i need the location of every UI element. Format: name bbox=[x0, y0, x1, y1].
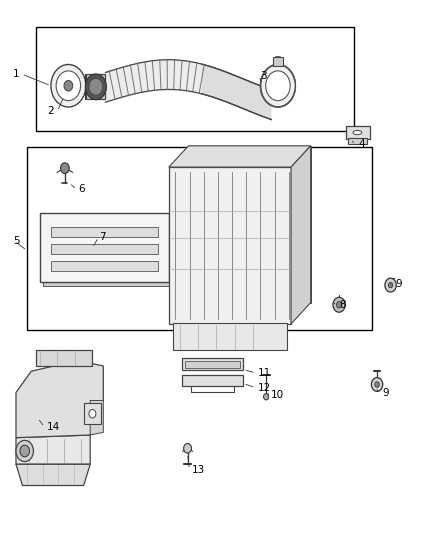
Polygon shape bbox=[16, 435, 90, 464]
Circle shape bbox=[261, 64, 295, 107]
Polygon shape bbox=[16, 361, 103, 438]
Bar bbox=[185, 361, 240, 368]
Bar bbox=[42, 216, 171, 286]
Text: 9: 9 bbox=[383, 388, 389, 398]
Polygon shape bbox=[86, 74, 106, 99]
Polygon shape bbox=[188, 146, 311, 303]
Text: 11: 11 bbox=[258, 368, 272, 378]
Circle shape bbox=[184, 443, 191, 453]
Bar bbox=[346, 126, 370, 139]
Circle shape bbox=[51, 64, 86, 107]
Circle shape bbox=[336, 302, 342, 308]
Bar bbox=[51, 227, 158, 237]
Text: 5: 5 bbox=[13, 236, 20, 246]
Bar bbox=[51, 244, 158, 254]
Bar bbox=[84, 403, 101, 424]
Circle shape bbox=[385, 278, 396, 292]
Circle shape bbox=[64, 80, 73, 91]
Polygon shape bbox=[291, 146, 311, 324]
Text: 14: 14 bbox=[46, 422, 60, 432]
Bar bbox=[348, 138, 367, 144]
Bar bbox=[27, 147, 372, 330]
Bar bbox=[35, 350, 92, 366]
Circle shape bbox=[20, 445, 29, 457]
Circle shape bbox=[85, 74, 106, 100]
Circle shape bbox=[60, 163, 69, 173]
Bar bbox=[273, 57, 283, 66]
Text: 4: 4 bbox=[359, 139, 365, 149]
Text: 2: 2 bbox=[48, 106, 54, 116]
Polygon shape bbox=[169, 167, 291, 324]
Ellipse shape bbox=[353, 131, 362, 135]
Text: 3: 3 bbox=[261, 71, 267, 81]
Circle shape bbox=[375, 382, 379, 387]
Polygon shape bbox=[106, 60, 272, 119]
Bar bbox=[182, 375, 243, 386]
Circle shape bbox=[89, 409, 96, 418]
Circle shape bbox=[89, 78, 103, 95]
Circle shape bbox=[16, 440, 33, 462]
Bar bbox=[35, 27, 354, 131]
Circle shape bbox=[389, 282, 393, 288]
Text: 10: 10 bbox=[271, 390, 284, 400]
Bar bbox=[173, 323, 287, 351]
Text: 13: 13 bbox=[192, 465, 205, 474]
Text: 9: 9 bbox=[396, 279, 403, 288]
Text: 8: 8 bbox=[339, 300, 346, 310]
Bar bbox=[51, 261, 158, 271]
Bar bbox=[40, 213, 169, 282]
Circle shape bbox=[264, 393, 269, 400]
Circle shape bbox=[266, 71, 290, 101]
Text: 1: 1 bbox=[12, 69, 19, 79]
Circle shape bbox=[333, 297, 345, 312]
Circle shape bbox=[56, 71, 81, 101]
Polygon shape bbox=[16, 464, 90, 486]
Text: 7: 7 bbox=[99, 232, 106, 243]
Polygon shape bbox=[169, 146, 311, 167]
Polygon shape bbox=[90, 400, 103, 435]
Text: 6: 6 bbox=[78, 184, 85, 195]
Text: 12: 12 bbox=[258, 383, 272, 393]
Bar bbox=[182, 359, 243, 370]
Circle shape bbox=[371, 377, 383, 391]
Polygon shape bbox=[202, 64, 272, 119]
